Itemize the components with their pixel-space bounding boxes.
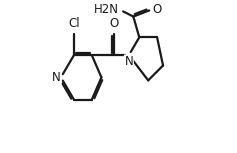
Text: Cl: Cl [68,17,80,30]
Text: H2N: H2N [94,3,118,16]
Text: O: O [153,3,162,16]
Text: N: N [124,55,133,68]
Text: N: N [52,71,61,84]
Text: O: O [109,17,119,30]
